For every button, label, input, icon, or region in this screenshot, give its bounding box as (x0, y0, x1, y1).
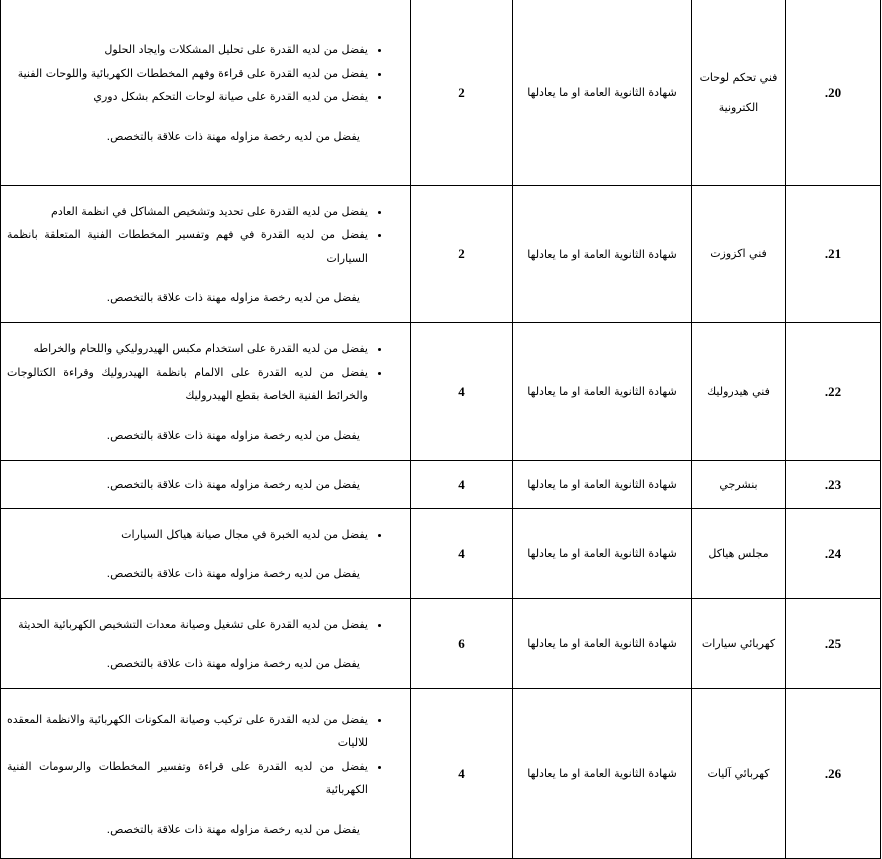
license-note: يفضل من لديه رخصة مزاوله مهنة ذات علاقة … (106, 567, 360, 581)
requirement-item: يفضل من لديه القدرة على تشغيل وصيانة معد… (7, 613, 368, 637)
requirement-item: يفضل من لديه القدرة على استخدام مكبس اله… (7, 337, 369, 361)
job-title: مجلس هياكل (691, 508, 786, 599)
required-count: 4 (410, 688, 513, 859)
qualification: شهادة الثانوية العامة او ما يعادلها (512, 185, 692, 323)
requirement-item: يفضل من لديه القدرة على قراءة وفهم المخط… (7, 62, 368, 86)
qualification: شهادة الثانوية العامة او ما يعادلها (512, 0, 692, 186)
required-count: 4 (410, 322, 513, 461)
job-title: كهربائي آليات (691, 688, 786, 859)
table-row: 22. فني هيدروليك شهادة الثانوية العامة او … (0, 322, 881, 461)
qualification: شهادة الثانوية العامة او ما يعادلها (512, 508, 692, 599)
required-count: 4 (410, 508, 513, 599)
license-note: يفضل من لديه رخصة مزاوله مهنة ذات علاقة … (106, 428, 360, 442)
qualification: شهادة الثانوية العامة او ما يعادلها (512, 322, 692, 461)
serial-number: 22. (785, 322, 881, 461)
job-title: بنشرجي (691, 460, 786, 509)
job-title: فني اكزوزت (691, 185, 786, 323)
license-note: يفضل من لديه رخصة مزاوله مهنة ذات علاقة … (106, 657, 360, 671)
serial-number: 21. (785, 185, 881, 323)
qualification: شهادة الثانوية العامة او ما يعادلها (512, 598, 692, 689)
requirements-list: يفضل من لديه القدرة على تشغيل وصيانة معد… (7, 613, 402, 637)
requirement-item: يفضل من لديه القدرة على قراءة وتفسير الم… (7, 755, 368, 802)
requirements-cell: يفضل من لديه القدرة على تركيب وصيانة الم… (0, 688, 411, 859)
requirements-list: يفضل من لديه الخبرة في مجال صيانة هياكل … (7, 523, 402, 547)
table-row: 24. مجلس هياكل شهادة الثانوية العامة او ما… (0, 508, 881, 599)
table-row: 25. كهربائي سيارات شهادة الثانوية العامة ا… (0, 598, 881, 689)
license-note: يفضل من لديه رخصة مزاوله مهنة ذات علاقة … (106, 129, 360, 143)
requirement-item: يفضل من لديه القدرة على صيانة لوحات التح… (7, 85, 368, 109)
requirement-item: يفضل من لديه القدرة على تحليل المشكلات و… (7, 38, 368, 62)
requirements-list: يفضل من لديه القدرة على تحليل المشكلات و… (7, 38, 402, 109)
required-count: 4 (410, 460, 513, 509)
requirement-item: يفضل من لديه القدرة على تحديد وتشخيص الم… (7, 200, 368, 224)
requirement-item: يفضل من لديه القدرة على تركيب وصيانة الم… (7, 708, 368, 755)
license-note: يفضل من لديه رخصة مزاوله مهنة ذات علاقة … (106, 291, 360, 305)
requirements-list: يفضل من لديه القدرة على استخدام مكبس اله… (7, 337, 402, 408)
requirements-cell: يفضل من لديه القدرة على تشغيل وصيانة معد… (0, 598, 411, 689)
requirements-cell: يفضل من لديه رخصة مزاوله مهنة ذات علاقة … (0, 460, 411, 509)
license-note: يفضل من لديه رخصة مزاوله مهنة ذات علاقة … (106, 477, 360, 491)
serial-number: 26. (785, 688, 881, 859)
requirements-list: يفضل من لديه القدرة على تحديد وتشخيص الم… (7, 200, 402, 271)
requirements-list: يفضل من لديه القدرة على تركيب وصيانة الم… (7, 708, 402, 802)
serial-number: 24. (785, 508, 881, 599)
job-title: فني هيدروليك (691, 322, 786, 461)
job-title: كهربائي سيارات (691, 598, 786, 689)
license-note: يفضل من لديه رخصة مزاوله مهنة ذات علاقة … (106, 822, 360, 836)
table-row: 26. كهربائي آليات شهادة الثانوية العامة او… (0, 688, 881, 859)
requirements-cell: يفضل من لديه القدرة على تحليل المشكلات و… (0, 0, 411, 186)
table-row: 20. فني تحكم لوحات الكترونية شهادة الثانوي… (0, 0, 881, 186)
required-count: 2 (410, 185, 513, 323)
serial-number: 23. (785, 460, 881, 509)
job-title: فني تحكم لوحات الكترونية (691, 0, 786, 186)
qualification: شهادة الثانوية العامة او ما يعادلها (512, 460, 692, 509)
requirements-cell: يفضل من لديه القدرة على استخدام مكبس اله… (0, 322, 411, 461)
requirements-cell: يفضل من لديه القدرة على تحديد وتشخيص الم… (0, 185, 411, 323)
qualification: شهادة الثانوية العامة او ما يعادلها (512, 688, 692, 859)
requirement-item: يفضل من لديه القدرة على الالمام بانظمة ا… (7, 361, 368, 408)
requirement-item: يفضل من لديه الخبرة في مجال صيانة هياكل … (7, 523, 368, 547)
requirement-item: يفضل من لديه القدرة في فهم وتفسير المخطط… (7, 223, 368, 270)
serial-number: 25. (785, 598, 881, 689)
required-count: 6 (410, 598, 513, 689)
required-count: 2 (410, 0, 513, 186)
table-row: 21. فني اكزوزت شهادة الثانوية العامة او ما… (0, 185, 881, 323)
table-row: 23. بنشرجي شهادة الثانوية العامة او ما يعا… (0, 460, 881, 509)
serial-number: 20. (785, 0, 881, 186)
requirements-cell: يفضل من لديه الخبرة في مجال صيانة هياكل … (0, 508, 411, 599)
